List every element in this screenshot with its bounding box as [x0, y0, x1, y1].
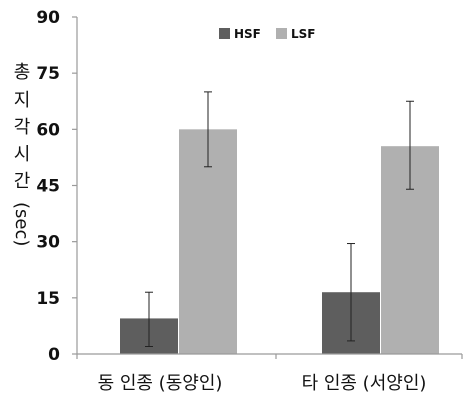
- ylabel-unit: (sec): [11, 202, 32, 246]
- y-tick-label: 30: [36, 233, 60, 253]
- y-tick-label: 0: [48, 345, 60, 365]
- ylabel-char-2: 각: [14, 117, 31, 138]
- y-tick-label: 90: [36, 8, 60, 28]
- ylabel-char-1: 지: [14, 90, 31, 111]
- y-tick-label: 15: [36, 289, 60, 309]
- y-axis-label: 총 지 각 시 간 (sec): [11, 62, 32, 246]
- x-category-label: 동 인종 (동양인): [98, 373, 223, 394]
- ylabel-char-4: 간: [14, 171, 31, 192]
- legend-swatch-lsf: [276, 28, 287, 39]
- y-tick-label: 60: [36, 120, 60, 140]
- ylabel-char-3: 시: [14, 144, 31, 165]
- y-tick-label: 45: [36, 177, 60, 197]
- legend-label-lsf: LSF: [291, 27, 316, 41]
- legend-swatch-hsf: [219, 28, 230, 39]
- x-categories: 동 인종 (동양인) 타 인종 (서양인): [98, 373, 427, 394]
- x-category-label: 타 인종 (서양인): [302, 373, 427, 394]
- y-ticks: 0 15 30 45 60 75 90: [36, 8, 77, 365]
- ylabel-char-0: 총: [14, 62, 31, 83]
- legend: HSF LSF: [219, 27, 316, 41]
- y-tick-label: 75: [36, 64, 60, 84]
- legend-label-hsf: HSF: [234, 27, 261, 41]
- error-bars: [145, 91, 414, 348]
- bars: [120, 129, 439, 354]
